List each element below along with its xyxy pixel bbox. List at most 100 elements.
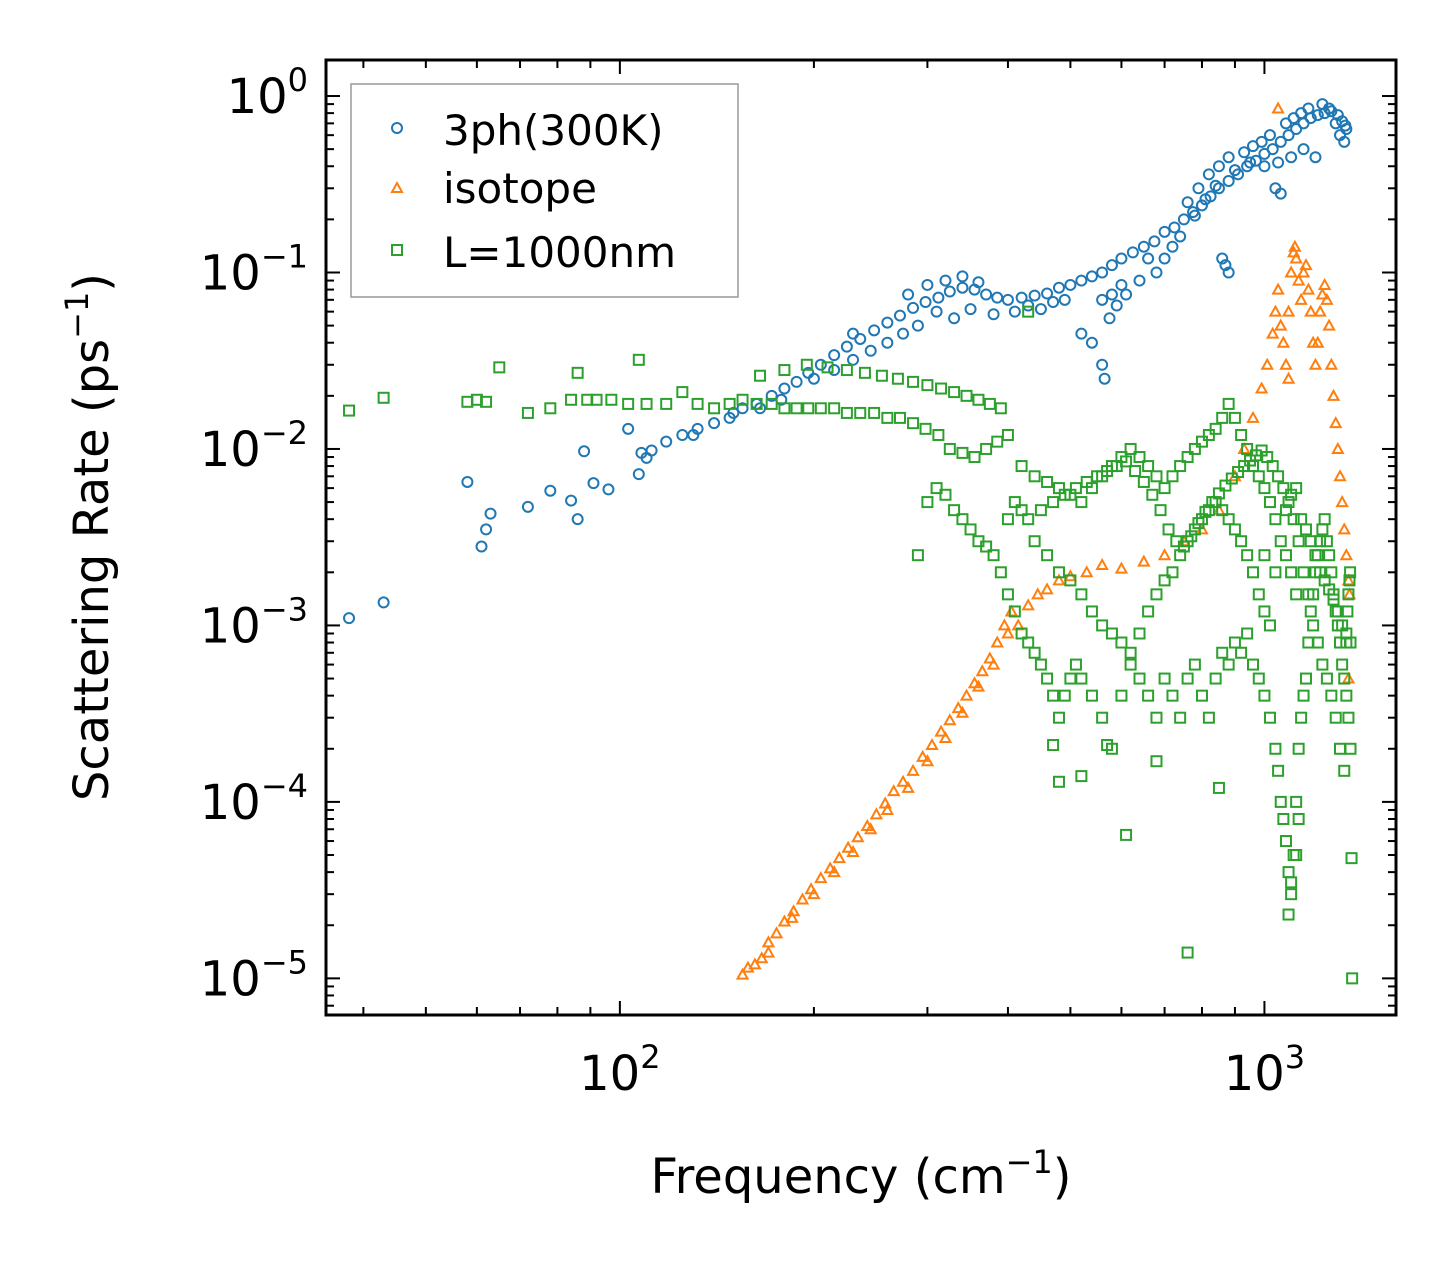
data-point [1274,187,1287,200]
data-point [1028,289,1041,302]
data-point [1269,742,1282,755]
series-l-1000nm [343,305,1359,985]
data-point [897,327,910,340]
data-point [1269,513,1282,526]
data-point [997,618,1012,631]
data-point [1291,273,1306,286]
data-point [1096,711,1109,724]
data-point [1075,496,1088,509]
data-point [802,402,815,415]
data-point [971,679,986,692]
data-point [1346,972,1359,985]
data-point [1254,381,1269,394]
y-tick-label: 10−3 [200,590,308,654]
data-point [1126,246,1139,259]
data-point [1001,428,1014,441]
data-point [1133,627,1146,640]
data-point [1329,117,1342,130]
data-point [1311,109,1324,122]
data-point [964,523,977,536]
data-point [1105,627,1118,640]
data-point [1268,304,1283,317]
data-point [1342,711,1355,724]
data-point [1335,495,1349,508]
data-point [1181,672,1194,685]
data-point [1124,658,1137,671]
data-point [1222,513,1235,526]
data-point [1323,549,1336,562]
data-point [632,353,645,366]
data-point [493,361,506,374]
data-point [1041,475,1054,488]
data-point [902,288,915,301]
data-point [1313,304,1327,317]
data-point [343,404,356,417]
data-point [907,301,920,314]
data-point [1015,627,1028,640]
data-point [901,780,915,793]
data-point [972,393,985,406]
data-point [854,406,867,419]
data-point [1212,182,1225,195]
data-point [1329,416,1343,429]
data-point [1022,636,1035,649]
data-point [1263,496,1276,509]
y-tick-label: 10−5 [200,943,308,1007]
data-point [880,802,895,815]
x-axis-label-tail: ) [1053,1149,1072,1205]
data-point [1219,259,1232,272]
data-point [1142,460,1155,473]
data-point [939,488,952,501]
data-point [1058,293,1071,306]
data-point [1188,442,1201,455]
data-point [943,713,957,726]
data-point [983,651,997,664]
data-point [1309,151,1322,164]
data-point [1075,588,1088,601]
data-point [1212,781,1225,794]
data-point [687,428,700,441]
data-point [1022,513,1035,526]
data-point [1228,523,1241,536]
data-markers [343,98,1359,985]
data-point [377,596,390,609]
data-point [930,482,943,495]
data-point [1294,292,1308,305]
data-point [1272,156,1285,169]
data-point [377,391,390,404]
data-point [807,887,821,900]
data-point [893,411,906,424]
data-point [827,865,841,878]
data-point [521,406,534,419]
data-point [660,435,673,448]
data-point [1281,304,1296,317]
data-point [1052,566,1065,579]
data-point [645,444,658,457]
x-axis-label-main: Frequency (cm [650,1149,1005,1205]
data-point [891,372,904,385]
data-point [1158,482,1171,495]
data-point [1287,513,1300,526]
data-point [1150,755,1163,768]
data-point [881,336,894,349]
data-point [571,513,584,526]
data-point [1282,908,1295,921]
data-point [807,372,820,385]
data-point [708,402,721,415]
data-point [858,366,871,379]
data-point [1174,460,1187,473]
data-point [1266,143,1279,156]
data-point [1137,475,1150,488]
data-point [691,397,704,410]
data-point [565,494,578,507]
data-point [1333,469,1347,482]
data-point [1244,156,1257,169]
data-point [938,731,953,744]
data-point [832,851,847,864]
legend: 3ph(300K) isotope L=1000nm [350,83,739,298]
data-point [1302,588,1315,601]
data-point [1284,265,1298,278]
data-point [1255,135,1268,148]
data-point [948,386,961,399]
data-point [919,422,932,435]
